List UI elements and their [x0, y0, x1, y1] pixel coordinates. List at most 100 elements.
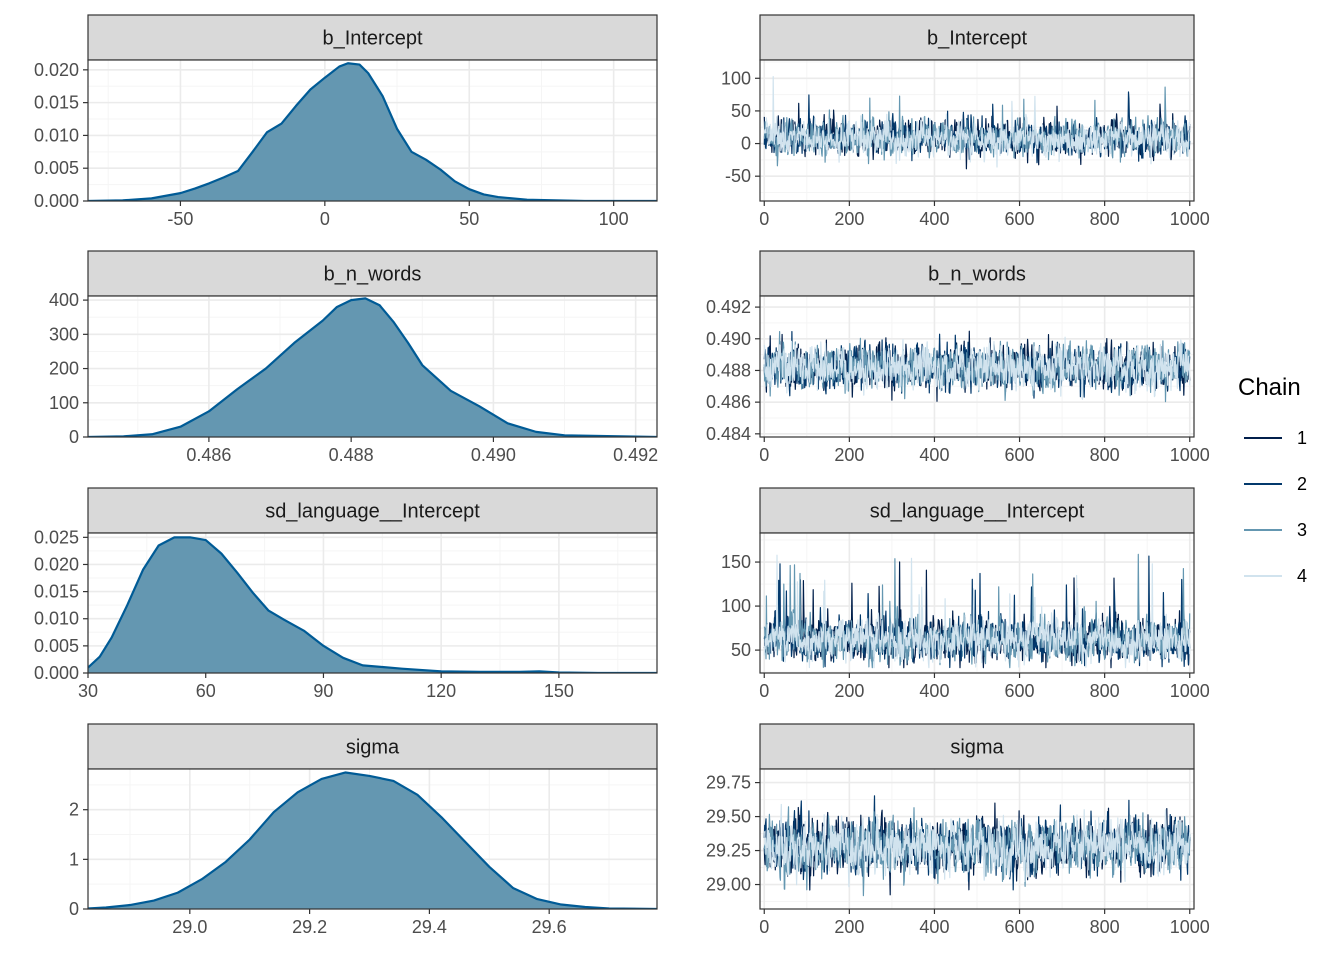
y-tick-label: 50 [731, 640, 751, 660]
strip-label: sd_language__Intercept [870, 501, 1085, 523]
x-tick-label: 0.490 [471, 445, 516, 465]
x-tick-label: 600 [1005, 445, 1035, 465]
y-tick-label: 0.490 [706, 329, 751, 349]
panel-border [759, 532, 1195, 674]
x-tick-label: -50 [167, 209, 193, 229]
y-tick-label: 0.000 [34, 191, 79, 211]
strip-box [87, 487, 658, 534]
y-tick-label: 400 [49, 290, 79, 310]
x-tick-label: 400 [919, 917, 949, 937]
strip-box [87, 723, 658, 770]
x-tick-label: 29.4 [412, 917, 447, 937]
trace-chain-4 [763, 803, 1191, 888]
trace-panel-2: b_n_words 0 200 400 600 800 1000 0.484 0.486 0.48… [706, 250, 1210, 465]
strip-box [759, 14, 1195, 61]
panel-border [759, 768, 1195, 910]
trace-panel-1: b_Intercept 0 200 400 600 800 1000 -50 0 50 100 [721, 14, 1210, 229]
strip-label: b_Intercept [322, 28, 423, 50]
y-tick-label: 0.010 [34, 125, 79, 145]
y-tick-label: 0.486 [706, 392, 751, 412]
y-tick-label: 50 [731, 101, 751, 121]
x-tick-label: 200 [834, 209, 864, 229]
legend-label-4: 4 [1297, 566, 1307, 586]
x-tick-label: 29.0 [172, 917, 207, 937]
density-panel-2: b_n_words 0.486 0.488 0.490 0.492 0 100 200 300 4… [49, 250, 658, 465]
x-tick-label: 200 [834, 917, 864, 937]
strip-box [87, 250, 658, 297]
y-tick-label: 29.00 [706, 875, 751, 895]
y-tick-label: 0.010 [34, 609, 79, 629]
panel-border [87, 768, 658, 910]
trace-panel-3: sd_language__Intercept 0 200 400 600 800 1000 5… [721, 487, 1210, 701]
x-tick-label: 50 [459, 209, 479, 229]
strip-label: sigma [950, 737, 1004, 759]
y-tick-label: 0 [741, 134, 751, 154]
density-panel-1: b_Intercept -50 0 50 100 0.000 0.005 0.010 0.015… [34, 14, 658, 229]
x-tick-label: 60 [196, 681, 216, 701]
x-tick-label: 0.492 [613, 445, 658, 465]
panel-border [87, 59, 658, 202]
x-tick-label: 1000 [1170, 209, 1210, 229]
y-tick-label: 0.488 [706, 360, 751, 380]
strip-label: b_Intercept [927, 28, 1028, 50]
data-layer [763, 330, 1191, 403]
strip-box [87, 14, 658, 61]
y-tick-label: 29.25 [706, 841, 751, 861]
panel-border [87, 532, 658, 674]
data-layer [763, 76, 1191, 170]
y-tick-label: 29.75 [706, 773, 751, 793]
x-tick-label: 800 [1090, 445, 1120, 465]
x-tick-label: 150 [544, 681, 574, 701]
trace-panel-4: sigma 0 200 400 600 800 1000 29.00 29.25 29.50 29.… [706, 723, 1210, 937]
density-area [88, 537, 657, 673]
density-curve [88, 62, 657, 201]
y-tick-label: 0.015 [34, 582, 79, 602]
density-area [88, 298, 657, 437]
x-tick-label: 0 [320, 209, 330, 229]
data-layer [88, 62, 657, 201]
y-tick-label: 0.492 [706, 297, 751, 317]
data-layer [763, 553, 1191, 669]
strip-box [759, 723, 1195, 770]
x-tick-label: 200 [834, 445, 864, 465]
x-tick-label: 100 [599, 209, 629, 229]
strip-label: sd_language__Intercept [265, 501, 480, 523]
y-tick-label: 100 [721, 596, 751, 616]
y-tick-label: 0.020 [34, 554, 79, 574]
y-tick-label: 0.005 [34, 158, 79, 178]
x-tick-label: 800 [1090, 681, 1120, 701]
x-tick-label: 0.486 [186, 445, 231, 465]
x-tick-label: 0.488 [329, 445, 374, 465]
y-tick-label: 0.005 [34, 636, 79, 656]
y-tick-label: 1 [69, 849, 79, 869]
legend-label-2: 2 [1297, 474, 1307, 494]
y-tick-label: 2 [69, 800, 79, 820]
density-curve [88, 536, 657, 673]
legend-label-1: 1 [1297, 428, 1307, 448]
x-tick-label: 400 [919, 445, 949, 465]
y-tick-label: 0 [69, 899, 79, 919]
data-layer [88, 536, 657, 673]
y-tick-label: 0.484 [706, 424, 751, 444]
y-tick-label: -50 [725, 166, 751, 186]
y-tick-label: 200 [49, 359, 79, 379]
strip-label: b_n_words [324, 264, 422, 286]
x-tick-label: 800 [1090, 209, 1120, 229]
y-tick-label: 0 [69, 427, 79, 447]
chain-legend: Chain 1 2 3 4 [1238, 374, 1307, 586]
strip-label: sigma [346, 737, 400, 759]
x-tick-label: 29.6 [532, 917, 567, 937]
y-tick-label: 150 [721, 552, 751, 572]
x-tick-label: 0 [759, 681, 769, 701]
y-tick-label: 0.020 [34, 60, 79, 80]
x-tick-label: 120 [426, 681, 456, 701]
density-curve [88, 297, 657, 437]
x-tick-label: 0 [759, 209, 769, 229]
x-tick-label: 0 [759, 917, 769, 937]
legend-title: Chain [1238, 374, 1301, 401]
x-tick-label: 200 [834, 681, 864, 701]
panel-border [759, 59, 1195, 202]
x-tick-label: 400 [919, 681, 949, 701]
density-area [88, 772, 657, 909]
